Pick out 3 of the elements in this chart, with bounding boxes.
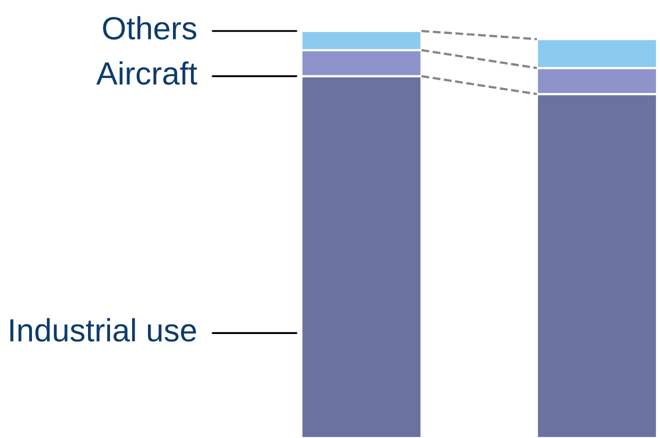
text: Industrial use	[10, 318, 196, 342]
text: Others	[103, 16, 196, 40]
text: Aircraft	[96, 61, 198, 85]
